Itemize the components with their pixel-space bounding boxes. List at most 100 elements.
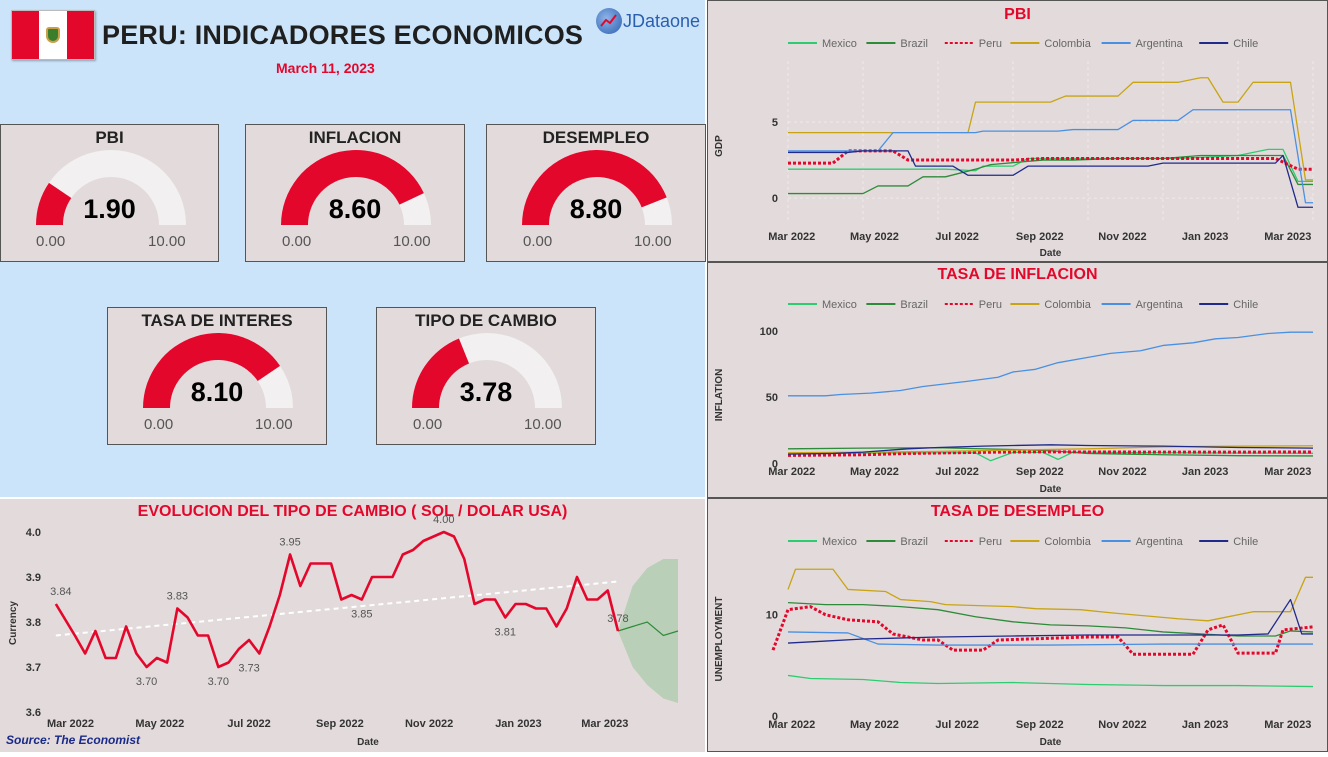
x-axis-title: Date — [1040, 484, 1062, 495]
logo-globe-icon — [596, 8, 622, 34]
x-tick-label: Nov 2022 — [405, 718, 453, 730]
series-colombia-line — [787, 445, 1314, 454]
legend-label: Brazil — [900, 536, 928, 548]
logo-text: JDataone — [623, 10, 701, 31]
gauge-value: 1.90 — [83, 194, 136, 224]
x-tick-label: Jul 2022 — [935, 719, 978, 731]
y-tick-label: 0 — [772, 193, 778, 205]
y-tick-label: 50 — [766, 392, 778, 404]
gauge-card-cambio: TIPO DE CAMBIO 3.78 0.00 10.00 — [376, 307, 596, 445]
series-mexico-line — [787, 674, 1314, 688]
unemployment-chart-title: TASA DE DESEMPLEO — [930, 503, 1105, 520]
x-tick-label: Jan 2023 — [495, 718, 541, 730]
legend-label: Peru — [979, 38, 1002, 50]
y-tick-label: 3.7 — [26, 662, 41, 674]
y-axis-title: UNEMPLOYMENT — [714, 597, 725, 682]
gauge-card-interes: TASA DE INTERES 8.10 0.00 10.00 — [107, 307, 327, 445]
y-tick-label: 0 — [772, 458, 778, 470]
fx-chart: 3.6 3.7 3.8 3.9 4.0 Mar 2022 May 2022 Jul 2022 S… — [8, 514, 679, 748]
gauge-fill — [36, 182, 72, 225]
x-tick-label: Nov 2022 — [1098, 466, 1146, 478]
x-axis-title: Date — [1040, 737, 1062, 748]
legend-label: Mexico — [822, 299, 857, 311]
gauge-arc — [522, 150, 672, 225]
series-argentina-line — [788, 331, 1313, 397]
legend-label: Peru — [979, 536, 1002, 548]
series-colombia-line — [787, 568, 1313, 622]
gauge-title: TIPO DE CAMBIO — [415, 311, 557, 330]
gauge-arc — [412, 333, 562, 408]
x-tick-label: May 2022 — [850, 719, 899, 731]
legend-label: Argentina — [1136, 38, 1184, 50]
legend-label: Mexico — [822, 536, 857, 548]
x-tick-label: Sep 2022 — [1016, 231, 1064, 243]
series-colombia-line — [788, 77, 1313, 181]
x-tick-label: Jul 2022 — [935, 231, 978, 243]
legend-label: Colombia — [1044, 536, 1091, 548]
legend-label: Colombia — [1044, 299, 1091, 311]
legend-label: Colombia — [1044, 38, 1091, 50]
gauge-min: 0.00 — [413, 416, 443, 433]
gauge-fill — [281, 150, 424, 225]
gdp-chart: Mexico Brazil Peru Colombia Argentina Chile 0 5… — [714, 38, 1314, 259]
y-tick-label: 100 — [760, 326, 778, 338]
data-label: 3.95 — [279, 537, 300, 549]
inflation-chart-title: TASA DE INFLACION — [937, 266, 1098, 283]
gauge-value: 8.80 — [569, 194, 623, 224]
series-brazil-line — [788, 154, 1313, 195]
x-tick-label: Jul 2022 — [227, 718, 270, 730]
gauge-value: 8.60 — [328, 194, 382, 224]
x-axis-title: Date — [1040, 248, 1062, 259]
x-tick-label: May 2022 — [135, 718, 184, 730]
series-argentina-line — [787, 631, 1313, 646]
page-title: PERU: INDICADORES ECONOMICOS — [102, 20, 584, 50]
inflation-chart-panel: TASA DE INFLACION Mexico Brazil Peru Colomb… — [707, 262, 1328, 498]
data-label: 3.70 — [208, 676, 229, 688]
x-tick-label: Sep 2022 — [1016, 466, 1064, 478]
gauge-title: TASA DE INTERES — [141, 311, 293, 330]
y-tick-label: 4.0 — [26, 527, 41, 539]
gauge-value: 3.78 — [459, 377, 513, 407]
x-tick-label: Mar 2023 — [1264, 231, 1311, 243]
x-tick-label: Sep 2022 — [1016, 719, 1064, 731]
series-peru-line — [788, 149, 1313, 171]
gauge-value: 8.10 — [190, 377, 244, 407]
gauge-arc — [281, 150, 431, 225]
series-mexico-line — [788, 148, 1313, 183]
gauge-card-pbi: PBI 1.90 0.00 10.00 — [0, 124, 219, 262]
gauge-title: INFLACION — [308, 128, 402, 147]
x-tick-label: Jul 2022 — [935, 466, 978, 478]
x-tick-label: Mar 2023 — [1264, 719, 1311, 731]
jdataone-logo: JDataone — [596, 8, 700, 34]
x-tick-label: Jan 2023 — [1182, 719, 1228, 731]
series-chile-line — [787, 444, 1314, 455]
gauge-fill — [143, 333, 281, 408]
data-label: 3.85 — [351, 609, 372, 621]
legend-label: Chile — [1233, 536, 1258, 548]
gauge-min: 0.00 — [144, 416, 174, 433]
y-axis-title: Currency — [8, 601, 19, 645]
gauge-min: 0.00 — [36, 233, 66, 250]
x-tick-label: Nov 2022 — [1098, 231, 1146, 243]
gauge-title: PBI — [95, 128, 124, 147]
data-label: 3.73 — [238, 663, 259, 675]
legend-label: Argentina — [1136, 536, 1184, 548]
gauge-arc — [36, 150, 186, 225]
gauge-arc — [143, 333, 293, 408]
series-peru-line — [787, 450, 1314, 457]
y-axis-title: GDP — [714, 135, 725, 157]
x-tick-label: Mar 2022 — [768, 466, 815, 478]
y-tick-label: 3.9 — [26, 572, 41, 584]
data-label: 3.78 — [607, 613, 628, 625]
legend-label: Brazil — [900, 38, 928, 50]
unemployment-chart-panel: TASA DE DESEMPLEO Mexico Brazil Peru Colomb… — [707, 498, 1328, 752]
gauge-fill — [522, 150, 667, 225]
x-tick-label: Jan 2023 — [1182, 466, 1228, 478]
gauge-track — [36, 150, 186, 225]
y-tick-label: 0 — [772, 711, 778, 723]
x-tick-label: May 2022 — [850, 231, 899, 243]
y-tick-label: 5 — [772, 117, 778, 129]
y-axis-title: INFLATION — [714, 369, 725, 422]
gauge-card-inflacion: INFLACION 8.60 0.00 10.00 — [245, 124, 465, 262]
gauge-max: 10.00 — [148, 233, 186, 250]
